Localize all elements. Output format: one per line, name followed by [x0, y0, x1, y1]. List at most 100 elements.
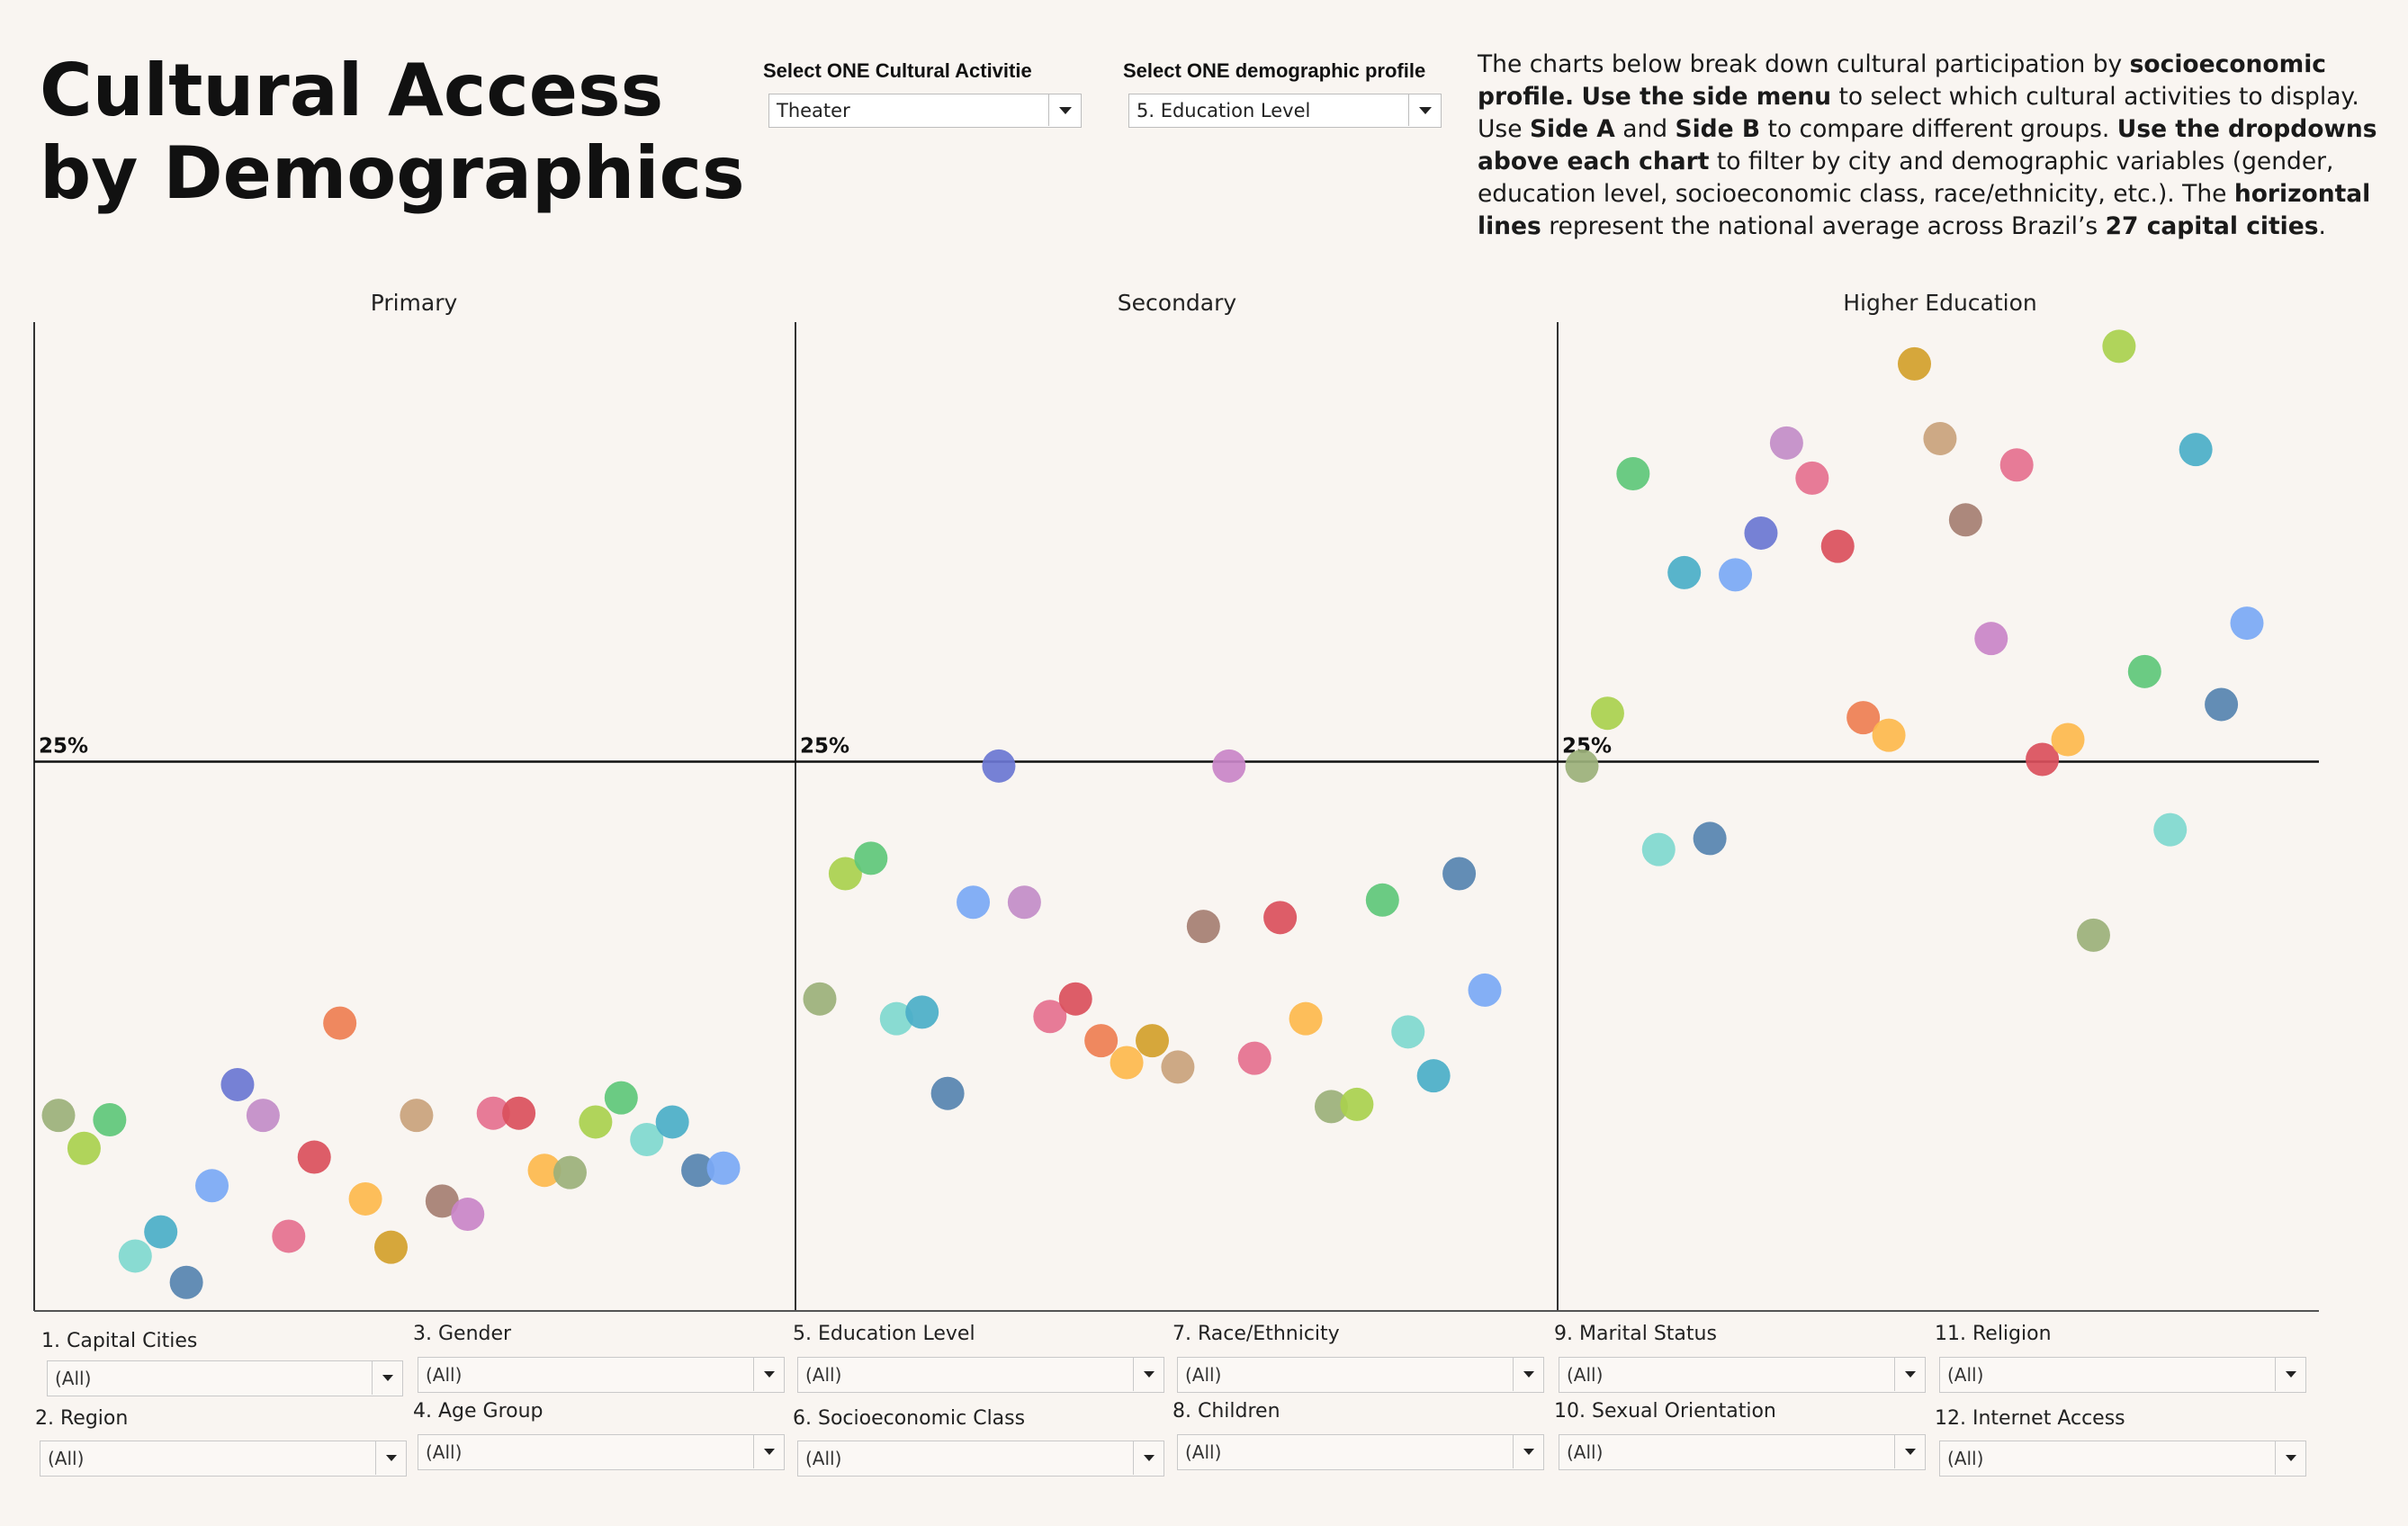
reference-line-label: 25%	[39, 734, 88, 758]
filter-dropdown-3[interactable]: (All)	[418, 1357, 785, 1393]
chevron-down-icon[interactable]	[1894, 1358, 1925, 1391]
filter-dropdown-6[interactable]: (All)	[797, 1441, 1164, 1477]
filter-label-9: 9. Marital Status	[1554, 1323, 1717, 1345]
data-point-primary	[195, 1169, 229, 1203]
data-point-secondary	[879, 1001, 913, 1036]
data-point-secondary	[1391, 1015, 1425, 1049]
data-point-primary	[323, 1006, 357, 1040]
data-point-primary	[451, 1198, 485, 1232]
data-point-higher-education	[1923, 421, 1957, 455]
activity-selector[interactable]: Theater	[768, 94, 1082, 128]
data-point-secondary	[1314, 1090, 1348, 1124]
activity-selector-label: Select ONE Cultural Activitie	[763, 59, 1032, 82]
data-point-secondary	[1365, 883, 1399, 917]
data-point-higher-education	[1641, 832, 1676, 866]
data-point-secondary	[1212, 749, 1246, 783]
data-point-secondary	[828, 857, 862, 891]
data-point-primary	[169, 1265, 203, 1299]
data-point-primary	[425, 1184, 459, 1218]
filter-dropdown-11[interactable]: (All)	[1939, 1357, 2306, 1393]
chevron-down-icon[interactable]	[1048, 94, 1081, 126]
data-point-higher-education	[1719, 558, 1753, 592]
filter-label-4: 4. Age Group	[413, 1400, 544, 1423]
data-point-higher-education	[1667, 555, 1702, 589]
filter-dropdown-8[interactable]: (All)	[1177, 1434, 1544, 1470]
data-point-primary	[272, 1219, 306, 1253]
filter-value: (All)	[1947, 1448, 1984, 1469]
filter-value: (All)	[48, 1448, 85, 1469]
title-line-1: Cultural Access	[40, 49, 664, 132]
chevron-down-icon[interactable]	[753, 1358, 784, 1391]
filter-value: (All)	[1567, 1364, 1604, 1386]
filter-value: (All)	[426, 1441, 463, 1463]
filter-label-3: 3. Gender	[413, 1323, 512, 1345]
filter-dropdown-1[interactable]: (All)	[47, 1360, 403, 1396]
data-point-secondary	[1237, 1041, 1271, 1075]
data-point-primary	[246, 1099, 280, 1133]
chevron-down-icon[interactable]	[1133, 1358, 1164, 1391]
filter-label-10: 10. Sexual Orientation	[1554, 1400, 1776, 1423]
chevron-down-icon[interactable]	[372, 1361, 402, 1395]
filter-value: (All)	[805, 1364, 842, 1386]
data-point-higher-education	[2026, 742, 2060, 776]
data-point-primary	[67, 1131, 101, 1165]
filter-label-2: 2. Region	[35, 1407, 129, 1430]
data-point-higher-education	[1872, 718, 1906, 752]
data-point-higher-education	[1974, 622, 2008, 656]
data-point-primary	[527, 1153, 562, 1188]
data-point-higher-education	[1846, 701, 1881, 735]
filter-value: (All)	[1947, 1364, 1984, 1386]
data-point-secondary	[957, 885, 991, 920]
data-point-primary	[118, 1239, 152, 1273]
data-point-higher-education	[1565, 749, 1599, 783]
data-point-primary	[144, 1215, 178, 1249]
filter-dropdown-9[interactable]: (All)	[1559, 1357, 1926, 1393]
filter-dropdown-5[interactable]: (All)	[797, 1357, 1164, 1393]
filter-value: (All)	[805, 1448, 842, 1469]
data-point-primary	[41, 1099, 76, 1133]
data-point-primary	[655, 1105, 689, 1139]
filter-dropdown-7[interactable]: (All)	[1177, 1357, 1544, 1393]
panel-title-primary: Primary	[370, 290, 458, 316]
filter-value: (All)	[55, 1368, 92, 1389]
data-point-secondary	[803, 982, 837, 1016]
page-title: Cultural Access by Demographics	[40, 49, 745, 215]
filter-dropdown-4[interactable]: (All)	[418, 1434, 785, 1470]
filter-dropdown-12[interactable]: (All)	[1939, 1441, 2306, 1477]
chevron-down-icon[interactable]	[1513, 1435, 1543, 1468]
data-point-higher-education	[2153, 812, 2188, 847]
data-point-secondary	[905, 995, 939, 1029]
chevron-down-icon[interactable]	[2275, 1441, 2305, 1475]
chevron-down-icon[interactable]	[1894, 1435, 1925, 1468]
chevron-down-icon[interactable]	[1133, 1441, 1164, 1475]
chevron-down-icon[interactable]	[375, 1441, 406, 1475]
data-point-secondary	[1468, 973, 1502, 1007]
data-point-secondary	[1007, 885, 1041, 920]
data-point-secondary	[1186, 910, 1220, 944]
filter-label-7: 7. Race/Ethnicity	[1173, 1323, 1340, 1345]
chevron-down-icon[interactable]	[2275, 1358, 2305, 1391]
filter-dropdown-2[interactable]: (All)	[40, 1441, 407, 1477]
profile-selector[interactable]: 5. Education Level	[1128, 94, 1442, 128]
reference-line-label: 25%	[800, 734, 849, 758]
data-point-primary	[374, 1230, 408, 1264]
filter-label-1: 1. Capital Cities	[41, 1330, 198, 1352]
data-point-secondary	[1416, 1059, 1451, 1093]
profile-selector-label: Select ONE demographic profile	[1123, 59, 1426, 82]
filter-value: (All)	[1567, 1441, 1604, 1463]
data-point-higher-education	[1769, 426, 1803, 460]
chevron-down-icon[interactable]	[753, 1435, 784, 1468]
data-point-higher-education	[2179, 433, 2213, 467]
filter-dropdown-10[interactable]: (All)	[1559, 1434, 1926, 1470]
data-point-secondary	[854, 841, 888, 875]
data-point-higher-education	[2051, 723, 2085, 757]
data-point-higher-education	[1590, 696, 1624, 731]
data-point-primary	[681, 1153, 715, 1188]
data-point-primary	[630, 1123, 664, 1157]
chevron-down-icon[interactable]	[1513, 1358, 1543, 1391]
data-point-secondary	[1033, 1000, 1067, 1034]
filter-label-5: 5. Education Level	[793, 1323, 975, 1345]
chevron-down-icon[interactable]	[1408, 94, 1441, 126]
data-point-primary	[502, 1096, 536, 1130]
